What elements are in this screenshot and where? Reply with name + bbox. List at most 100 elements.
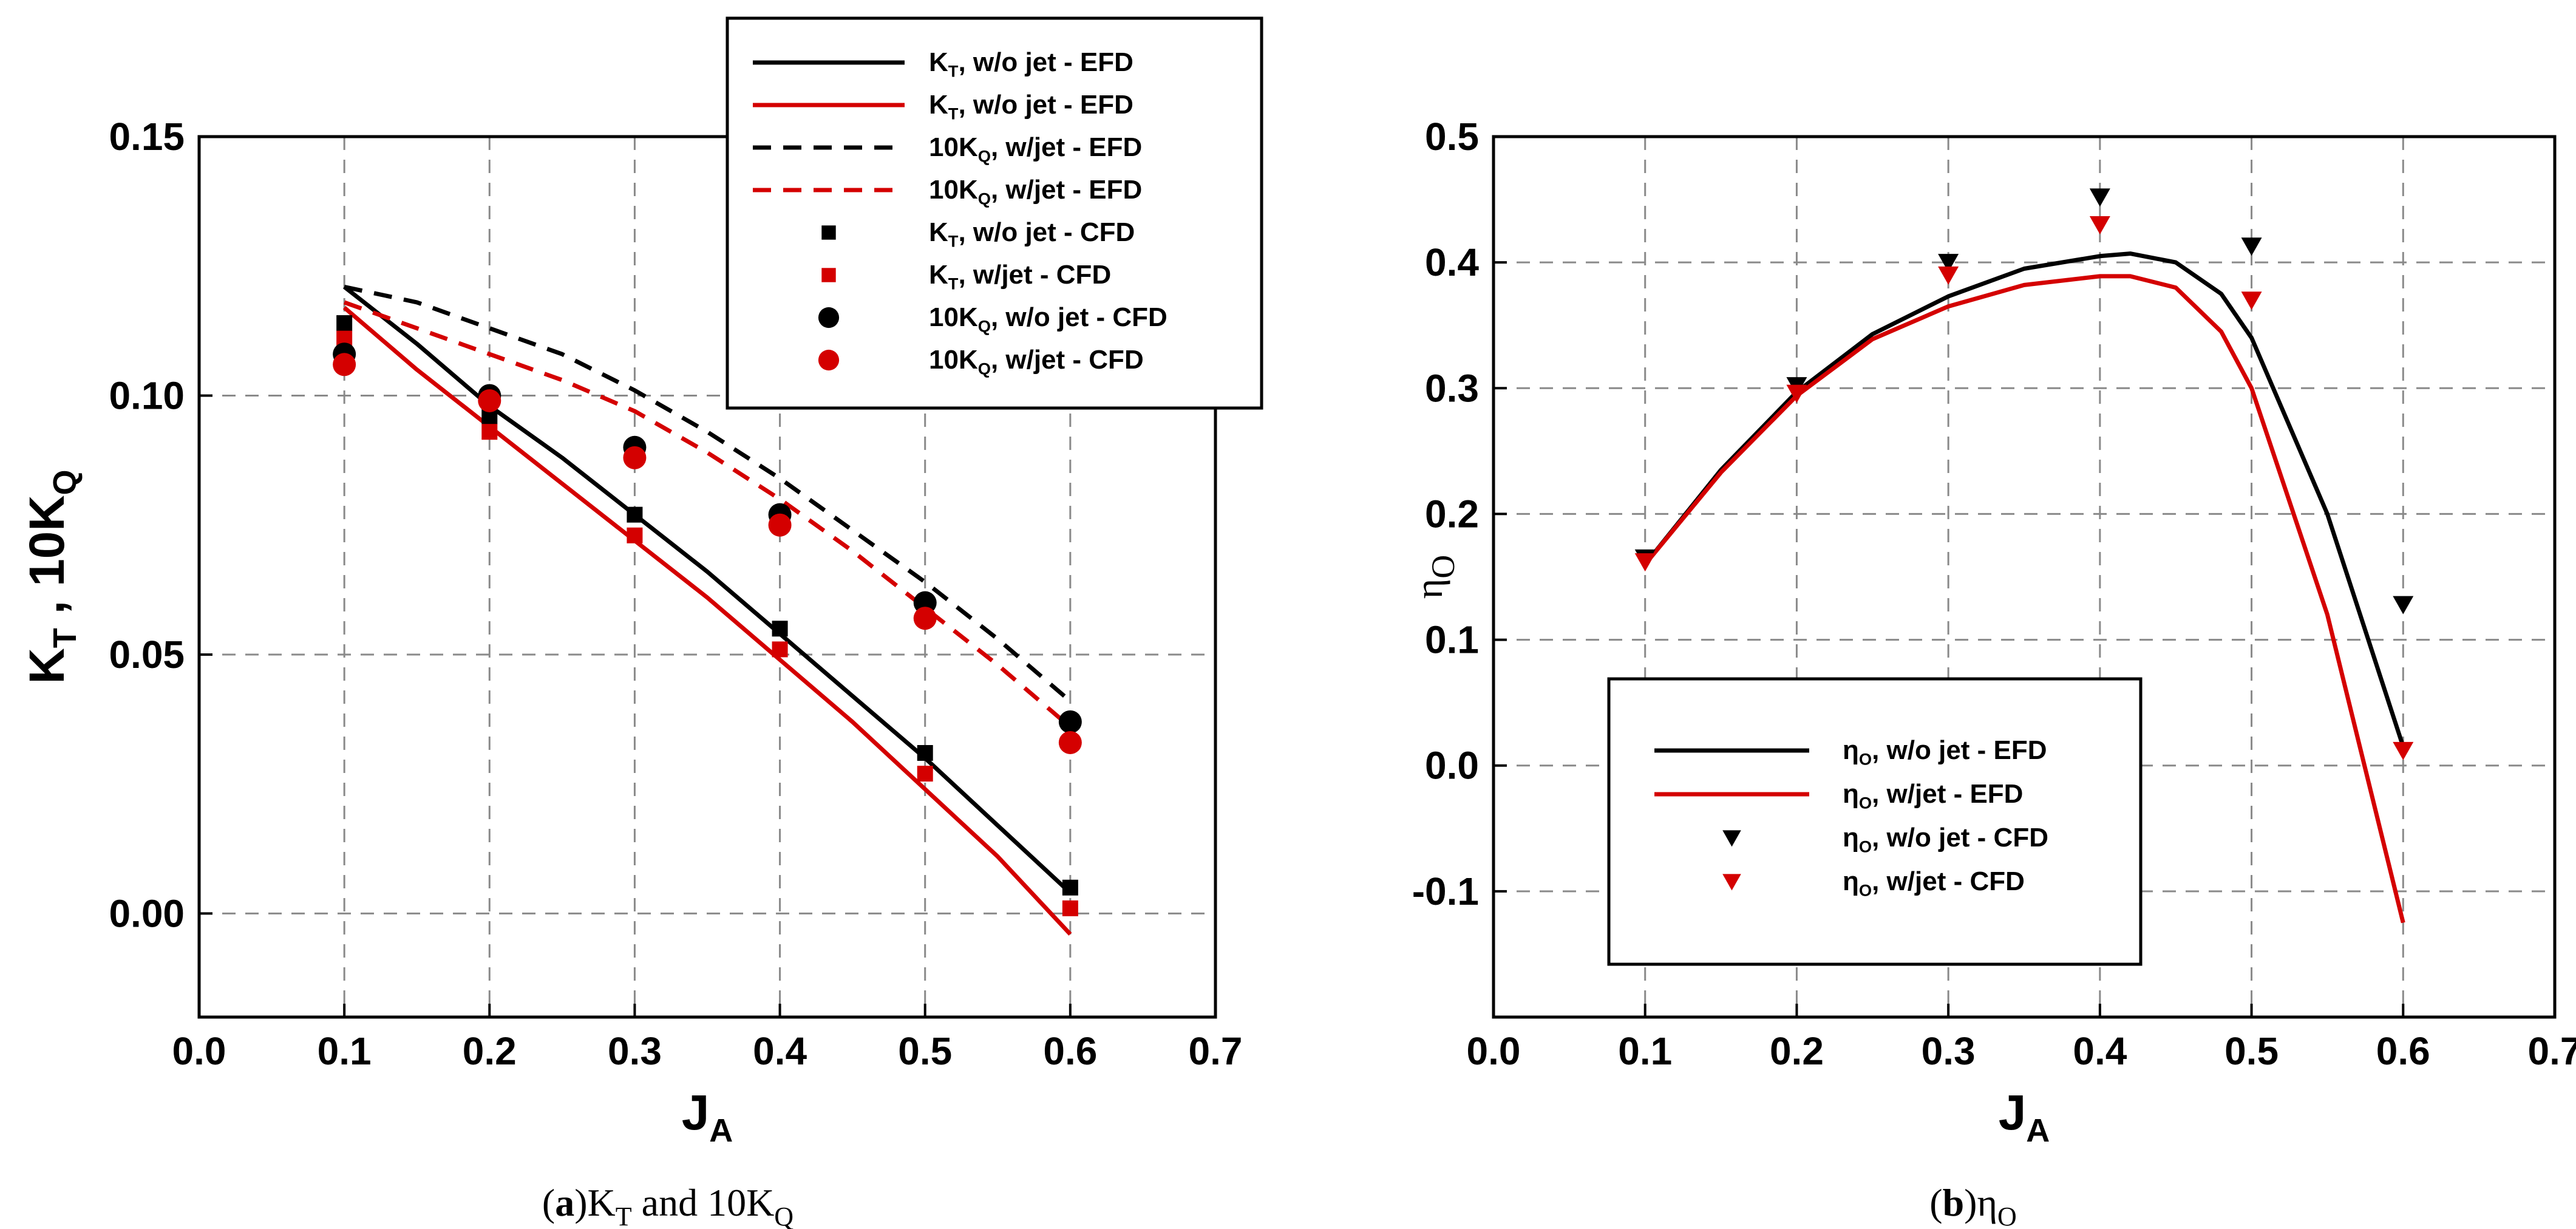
x-tick-label: 0.5: [898, 1029, 952, 1073]
y-tick-label: 0.0: [1425, 744, 1479, 788]
data-point-circle: [1058, 710, 1082, 734]
y-axis-label-part: η: [1407, 579, 1450, 599]
x-axis-label: JA: [682, 1085, 733, 1149]
legend-label-rest: , w/jet - EFD: [1872, 779, 2023, 809]
y-tick-label: 0.2: [1425, 492, 1479, 536]
plot-frame: [1492, 135, 2557, 1019]
legend-label: 10KQ, w/jet - CFD: [929, 345, 1144, 378]
data-point-circle: [333, 353, 356, 376]
data-point-circle: [768, 513, 792, 537]
legend-label-rest: , w/jet - EFD: [991, 132, 1142, 162]
series-line: [344, 284, 1072, 703]
data-point-square: [1062, 900, 1078, 916]
legend-label: KT, w/o jet - EFD: [929, 47, 1133, 81]
legend-label-rest: , w/jet - CFD: [991, 345, 1144, 375]
x-tick-label: 0.7: [1189, 1029, 1243, 1073]
legend-label-main: 10K: [929, 302, 978, 332]
y-tick-label: 0.5: [1425, 115, 1479, 158]
caption-part: Q: [774, 1202, 794, 1229]
x-tick-label: 0.2: [1770, 1029, 1824, 1073]
legend-label-main: 10K: [929, 345, 978, 375]
legend-label: ηO, w/o jet - EFD: [1843, 735, 2047, 769]
data-point-triangle: [2393, 741, 2414, 760]
y-tick-label: 0.10: [109, 373, 185, 417]
data-point-square: [917, 766, 933, 782]
x-tick-label: 0.3: [1922, 1029, 1976, 1073]
y-tick-label: 0.1: [1425, 618, 1479, 662]
x-tick-label: 0.0: [1467, 1029, 1521, 1073]
caption-prefix: (: [1929, 1181, 1942, 1224]
y-axis-label-part: K: [19, 648, 75, 684]
caption-part: η: [1977, 1181, 1997, 1224]
series-a-0: [342, 285, 1072, 894]
legend-entry: KT, w/jet - CFD: [821, 260, 1111, 293]
legend-label-rest: , w/jet - CFD: [1872, 866, 2025, 896]
legend-marker-swatch: [821, 268, 836, 282]
legend-label-sub: O: [1859, 750, 1872, 769]
x-axis-label-sub: A: [2026, 1112, 2050, 1149]
legend-label: KT, w/o jet - EFD: [929, 90, 1133, 123]
x-tick-label: 0.3: [608, 1029, 662, 1073]
legend-label-sub: T: [948, 274, 959, 293]
legend-entry: 10KQ, w/jet - EFD: [753, 175, 1142, 208]
legend-entry: 10KQ, w/o jet - CFD: [818, 302, 1167, 336]
legend-label-main: K: [929, 47, 948, 77]
data-point-triangle: [2241, 237, 2262, 256]
legend-label-rest: , w/o jet - EFD: [958, 90, 1133, 120]
legend-entry: 10KQ, w/jet - CFD: [818, 345, 1144, 378]
y-tick-label: 0.00: [109, 891, 185, 935]
legend-label-main: η: [1843, 735, 1859, 765]
data-point-circle: [1058, 730, 1082, 754]
legend-label-main: K: [929, 260, 948, 290]
data-point-triangle: [2241, 291, 2262, 310]
data-point-circle: [478, 389, 501, 412]
x-tick-label: 0.7: [2528, 1029, 2576, 1073]
series-b-2: [1634, 188, 2414, 614]
legend-label: ηO, w/jet - EFD: [1843, 779, 2023, 812]
y-tick-label: 0.3: [1425, 366, 1479, 410]
y-axis-label-part: T: [47, 628, 83, 648]
caption-prefix: (: [542, 1181, 555, 1224]
data-point-triangle: [2089, 216, 2110, 234]
x-axis-label: JA: [1999, 1085, 2050, 1149]
legend-label-rest: , w/o jet - CFD: [991, 302, 1167, 332]
caption: (a)KT and 10KQ: [542, 1181, 794, 1229]
data-point-triangle: [1634, 553, 1656, 572]
legend-label-main: η: [1843, 779, 1859, 809]
data-point-circle: [623, 446, 647, 469]
data-point-square: [1062, 879, 1078, 896]
plot-frame: [197, 135, 1217, 1019]
legend-entry: 10KQ, w/jet - EFD: [753, 132, 1142, 166]
data-point-square: [772, 621, 788, 637]
legend-box: [726, 16, 1263, 410]
chart-b: 0.0 0.1 0.2 0.3 0.4 0.5 0.6 0.7 -0.1 0.0 0.1 0.2 0.3…: [1407, 115, 2576, 1229]
legend-label-rest: , w/jet - EFD: [991, 175, 1142, 205]
legend-label-main: η: [1843, 823, 1859, 853]
series-a-1: [342, 305, 1072, 936]
legend-label-rest: , w/o jet - EFD: [958, 47, 1133, 77]
data-point-square: [627, 506, 643, 523]
data-point-square: [481, 424, 498, 440]
legend-box: [1607, 677, 2143, 966]
series-b-3: [1634, 216, 2414, 760]
legend-marker-swatch: [818, 307, 840, 329]
legend-label-sub: Q: [978, 147, 991, 166]
legend-entry: KT, w/o jet - EFD: [753, 90, 1133, 123]
caption: (b)ηO: [1929, 1181, 2016, 1229]
y-tick-label: -0.1: [1412, 870, 1479, 913]
caption-part: K: [588, 1181, 616, 1224]
legend-entry: ηO, w/jet - CFD: [1722, 866, 2025, 900]
series-a-3: [343, 300, 1072, 729]
legend-label-main: η: [1843, 866, 1859, 896]
legend-label: KT, w/jet - CFD: [929, 260, 1111, 293]
legend-label: 10KQ, w/jet - EFD: [929, 132, 1142, 166]
x-tick-label: 0.6: [2376, 1029, 2430, 1073]
x-tick-label: 0.5: [2224, 1029, 2279, 1073]
legend-entry: ηO, w/jet - EFD: [1654, 779, 2023, 812]
legend-label: ηO, w/o jet - CFD: [1843, 823, 2048, 856]
data-point-square: [772, 641, 788, 658]
data-point-triangle: [1786, 384, 1807, 403]
legend-label-main: 10K: [929, 132, 978, 162]
x-axis-label-main: J: [1999, 1085, 2027, 1140]
